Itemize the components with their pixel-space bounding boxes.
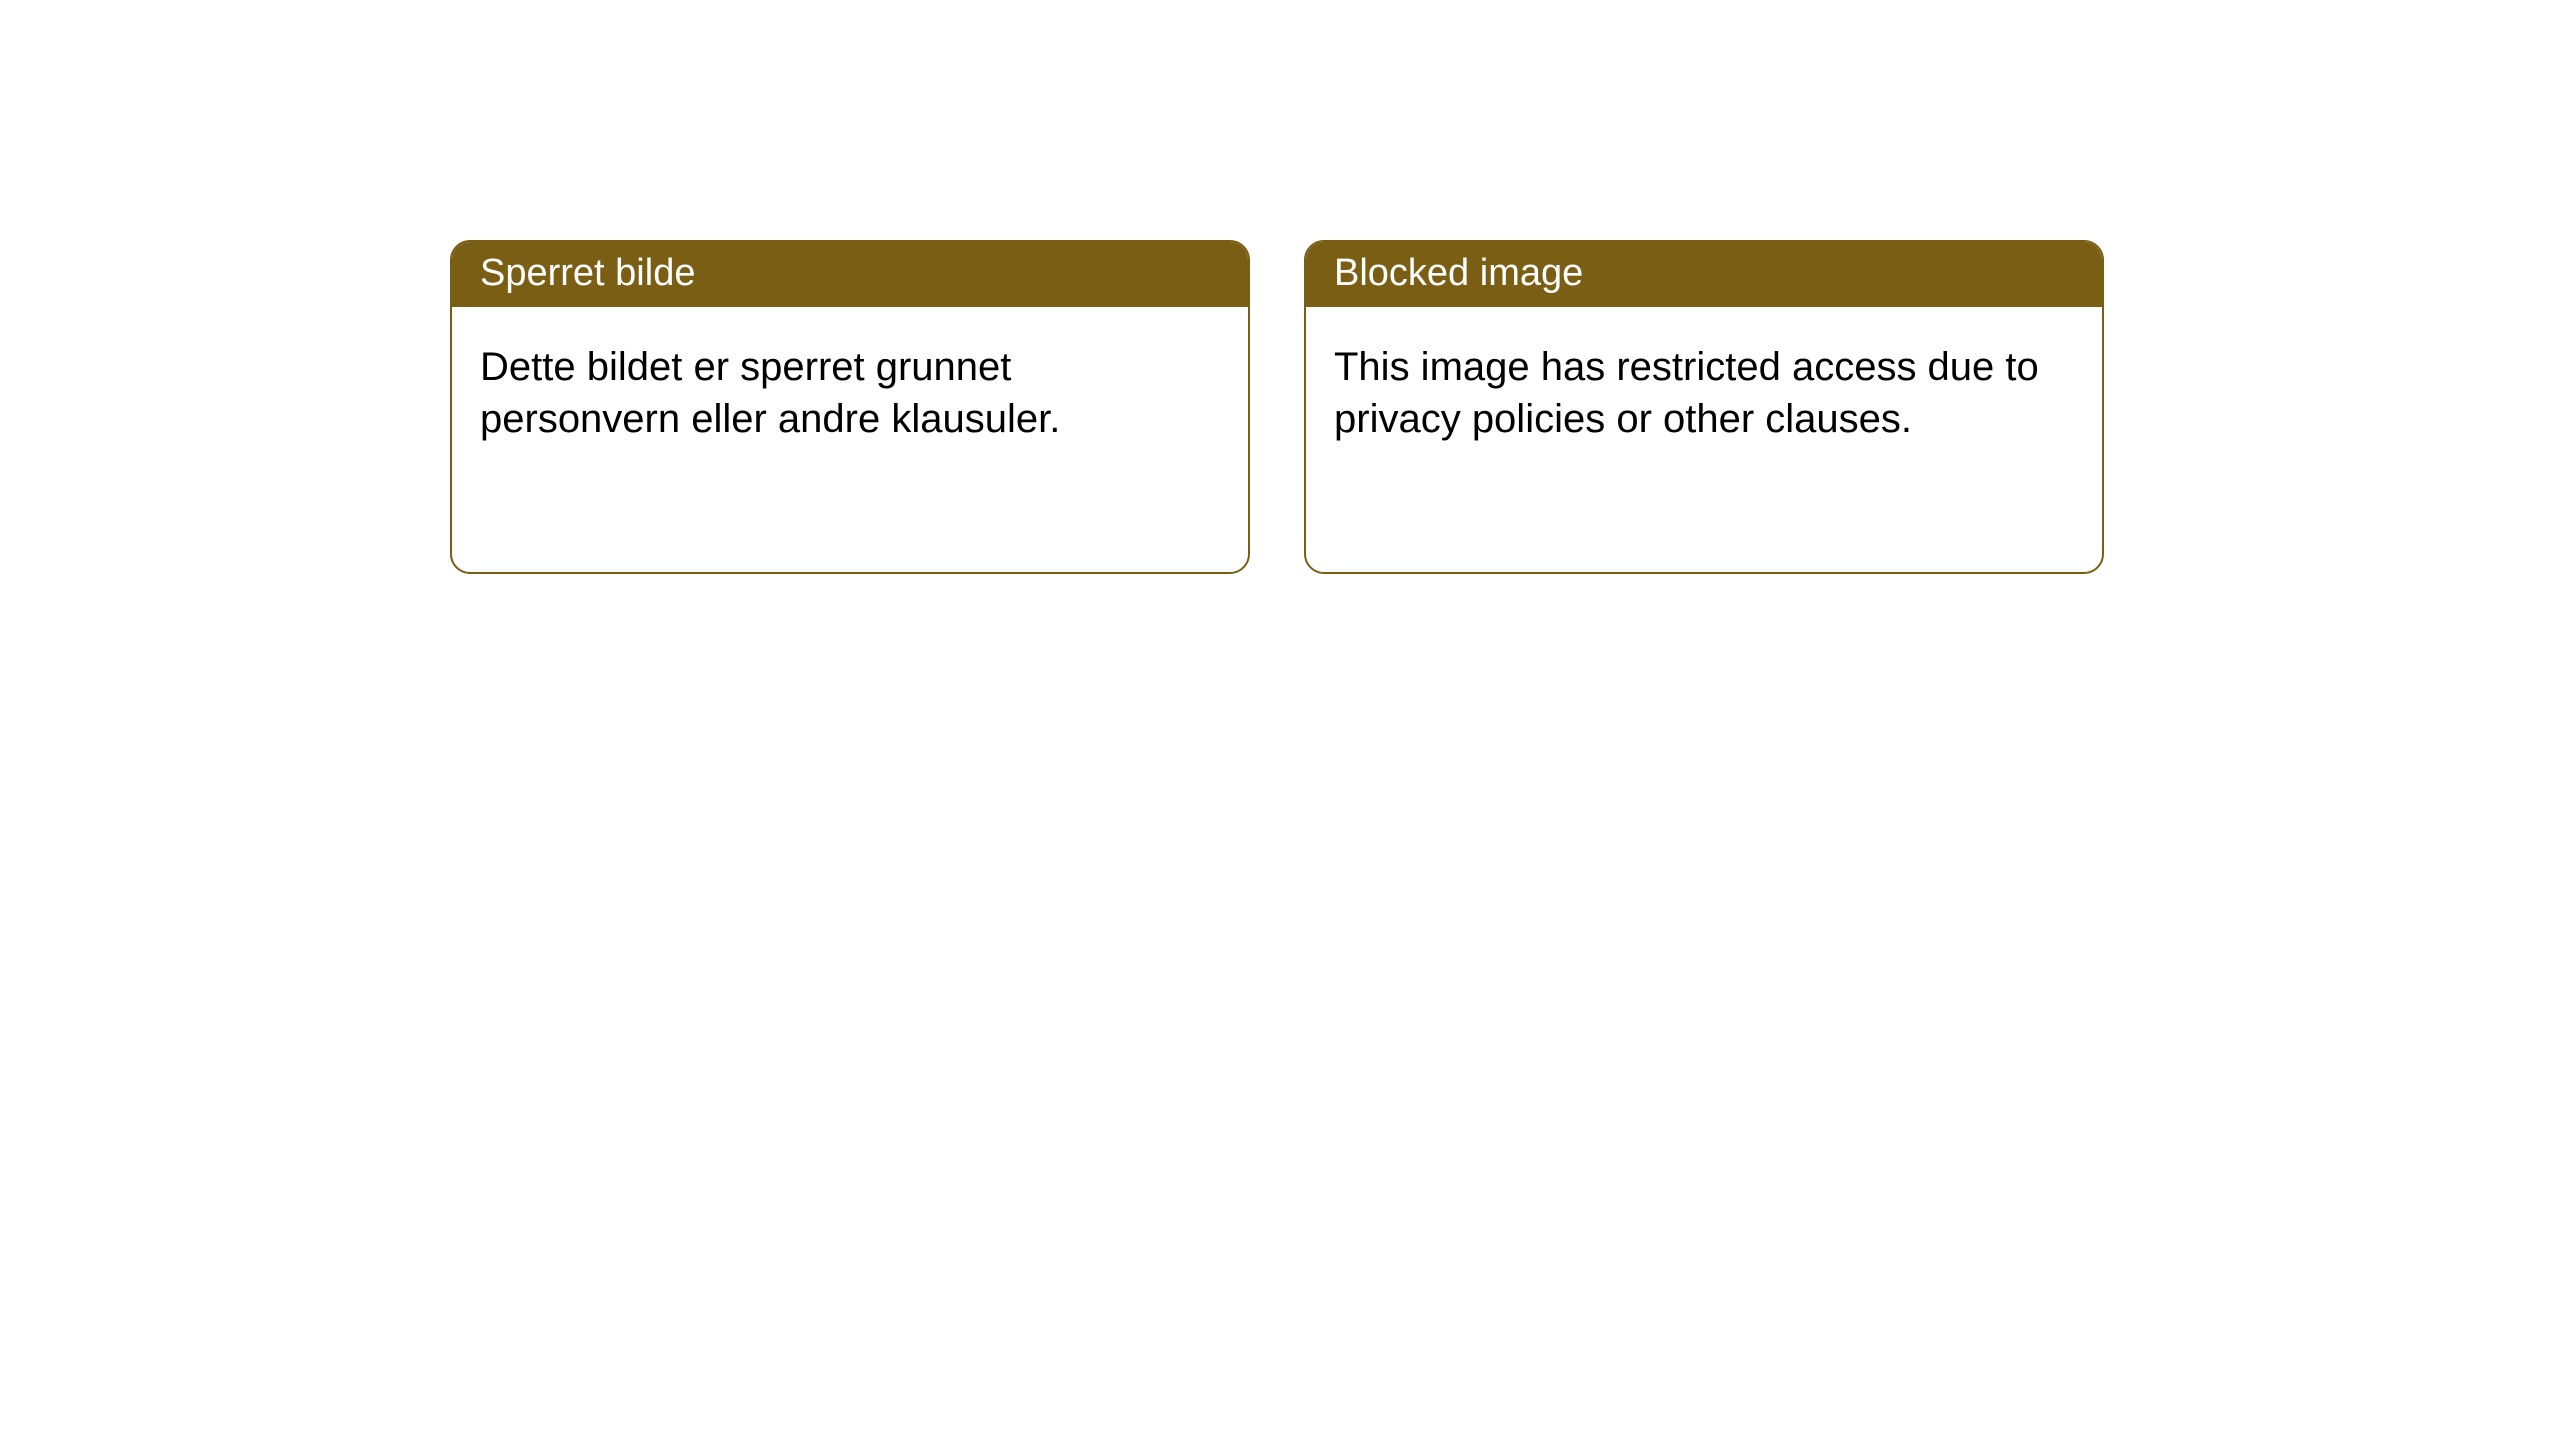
card-title: Blocked image bbox=[1334, 252, 1583, 294]
card-header: Blocked image bbox=[1306, 242, 2102, 307]
card-body-text: Dette bildet er sperret grunnet personve… bbox=[480, 345, 1060, 441]
notice-container: Sperret bilde Dette bildet er sperret gr… bbox=[450, 240, 2104, 574]
card-body-text: This image has restricted access due to … bbox=[1334, 345, 2039, 441]
card-body: Dette bildet er sperret grunnet personve… bbox=[452, 307, 1248, 479]
card-body: This image has restricted access due to … bbox=[1306, 307, 2102, 479]
card-title: Sperret bilde bbox=[480, 252, 695, 294]
card-header: Sperret bilde bbox=[452, 242, 1248, 307]
notice-card-norwegian: Sperret bilde Dette bildet er sperret gr… bbox=[450, 240, 1250, 574]
notice-card-english: Blocked image This image has restricted … bbox=[1304, 240, 2104, 574]
